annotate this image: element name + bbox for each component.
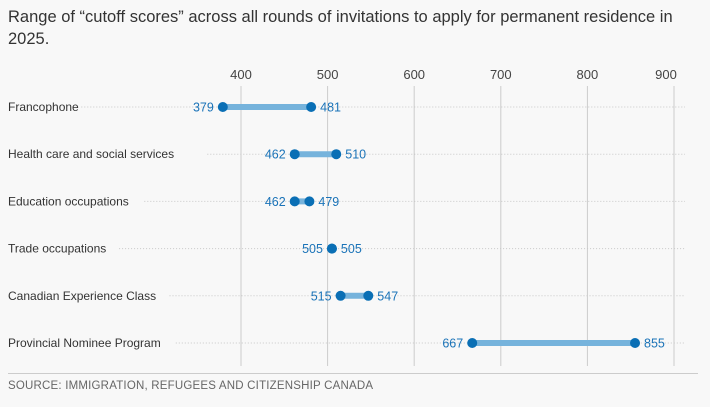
min-label: 667 xyxy=(442,337,463,351)
min-label: 379 xyxy=(193,101,214,115)
chart-title: Range of “cutoff scores” across all roun… xyxy=(8,8,673,48)
category-label: Education occupations xyxy=(8,194,129,208)
category-label: Provincial Nominee Program xyxy=(8,336,161,350)
min-dot xyxy=(289,149,300,160)
divider xyxy=(8,373,698,374)
x-tick-label: 400 xyxy=(230,67,252,82)
min-label: 462 xyxy=(265,195,286,209)
max-dot xyxy=(363,290,374,301)
min-label: 505 xyxy=(302,242,323,256)
max-dot xyxy=(304,196,315,207)
min-label: 515 xyxy=(311,289,332,303)
max-dot xyxy=(326,243,337,254)
max-label: 510 xyxy=(345,148,366,162)
x-tick-label: 700 xyxy=(490,67,512,82)
max-label: 481 xyxy=(320,101,341,115)
category-label: Canadian Experience Class xyxy=(8,289,156,303)
source-note: SOURCE: IMMIGRATION, REFUGEES AND CITIZE… xyxy=(8,380,374,392)
min-dot xyxy=(289,196,300,207)
min-label: 462 xyxy=(265,148,286,162)
max-dot xyxy=(331,149,342,160)
x-tick-label: 600 xyxy=(403,67,425,82)
category-label: Trade occupations xyxy=(8,242,106,256)
category-label: Francophone xyxy=(8,100,79,114)
max-label: 479 xyxy=(318,195,339,209)
min-dot xyxy=(217,102,228,112)
max-label: 505 xyxy=(341,242,362,256)
max-label: 855 xyxy=(644,337,665,351)
min-dot xyxy=(335,290,346,301)
max-dot xyxy=(306,102,317,112)
min-dot xyxy=(467,338,478,348)
max-dot xyxy=(630,338,641,348)
category-label: Health care and social services xyxy=(8,147,174,161)
x-tick-label: 500 xyxy=(317,67,339,82)
x-tick-label: 800 xyxy=(577,67,599,82)
x-tick-label: 900 xyxy=(655,67,677,82)
max-label: 547 xyxy=(377,289,398,303)
